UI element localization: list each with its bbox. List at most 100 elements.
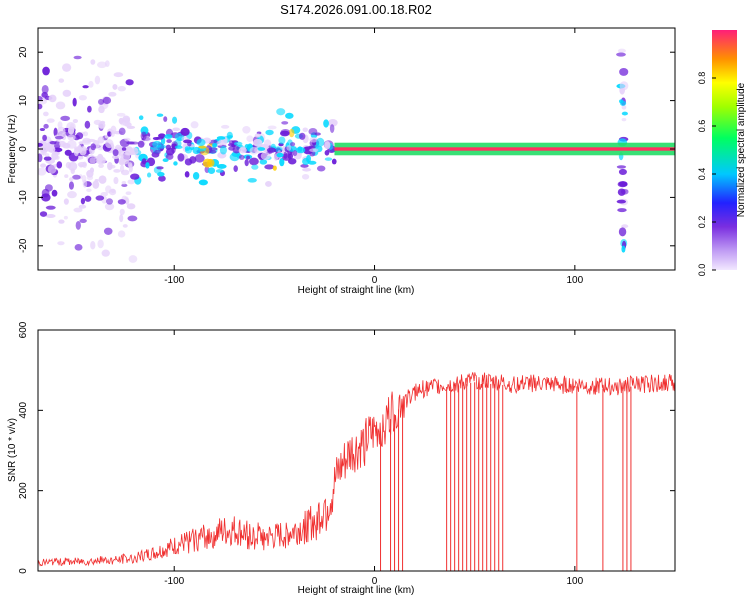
spectrogram-cell <box>52 147 63 153</box>
spectrogram-cell <box>72 118 79 124</box>
spectrogram-cell <box>96 61 107 69</box>
spectrogram-cell <box>67 134 76 141</box>
spectrogram-x-label: Height of straight line (km) <box>298 285 415 296</box>
spectrogram-cell <box>172 127 181 132</box>
spectrogram-cell <box>192 146 201 155</box>
spectrogram-cell <box>208 147 218 151</box>
spectrogram-cell <box>112 149 119 157</box>
spectrogram-cell <box>103 227 113 235</box>
spectrogram-cell <box>127 215 138 222</box>
spectrogram-cell <box>120 169 130 176</box>
spectrogram-cell <box>198 179 208 186</box>
spectrogram-cell <box>90 241 96 250</box>
spectrogram-cell <box>122 224 128 228</box>
spectrogram-cell <box>72 174 81 180</box>
spectrogram-cell <box>58 219 65 224</box>
spectrogram-cell <box>64 149 72 156</box>
spectrogram-y-tick-label: -20 <box>18 238 29 253</box>
spectrogram-cell <box>121 183 128 187</box>
spectrogram-cell <box>81 175 87 184</box>
spectrogram-cell <box>286 145 292 151</box>
spectrogram-cell <box>126 203 136 210</box>
spectrogram-cell <box>145 162 150 169</box>
colorbar-tick-label: 0.4 <box>697 168 707 181</box>
spectrogram-cell <box>100 192 109 197</box>
spectrogram-cell <box>56 161 63 169</box>
spectrogram-cell <box>58 78 65 83</box>
spectrogram-cell <box>105 139 114 149</box>
spectrogram-cell <box>96 156 106 165</box>
spectrogram-cell <box>84 120 91 129</box>
spectrogram-cell <box>618 168 627 175</box>
spectrogram-cell <box>156 166 164 170</box>
spectrogram-cell <box>90 59 96 65</box>
spectrogram-cell <box>616 199 626 204</box>
spectrogram-cell <box>279 158 285 167</box>
spectrogram-cell <box>618 181 628 187</box>
chart-title: S174.2026.091.00.18.R02 <box>280 2 432 17</box>
spectrogram-cell <box>40 163 47 168</box>
spectrogram-cell <box>190 121 199 129</box>
spectrogram-cell <box>119 208 125 216</box>
spectrogram-cell <box>60 115 71 121</box>
spectrogram-cell <box>70 168 75 174</box>
snr-x-tick-label: -100 <box>164 576 184 587</box>
spectrogram-cell <box>79 218 87 223</box>
spectrogram-cell <box>111 155 120 160</box>
spectrogram-cell <box>309 137 318 143</box>
spectrogram-cell <box>78 94 87 101</box>
spectrogram-cell <box>93 119 102 125</box>
spectrogram-cell <box>264 164 275 170</box>
spectrogram-cell <box>44 153 50 157</box>
spectrogram-cell <box>621 111 628 116</box>
spectrogram-cell <box>86 169 94 178</box>
spectrogram-cell <box>82 161 87 169</box>
spectrogram-cell <box>300 164 309 168</box>
spectrogram-cell <box>57 241 65 246</box>
spectrogram-cell <box>89 157 96 164</box>
spectrogram-cell <box>74 146 84 152</box>
spectrogram-cell <box>43 156 52 161</box>
spectrogram-cell <box>165 144 172 151</box>
spectrogram-cell <box>180 127 190 136</box>
colorbar-gradient <box>712 30 737 270</box>
spectrogram-cell <box>73 55 82 60</box>
spectrogram-cell <box>121 147 127 151</box>
spectrogram-cell <box>265 129 274 136</box>
spectrogram-cell <box>98 163 104 169</box>
spectrogram-cell <box>110 188 116 194</box>
spectrogram-cell <box>285 112 294 119</box>
spectrogram-cell <box>42 66 50 76</box>
spectrogram-cell <box>88 80 94 88</box>
spectrogram-cell <box>125 191 132 195</box>
spectrogram-cell <box>38 103 43 110</box>
spectrogram-cell <box>227 135 233 139</box>
spectrogram-cell <box>104 203 115 211</box>
spectrogram-cell <box>63 198 69 205</box>
spectrogram-cell <box>174 145 183 150</box>
spectrogram-cell <box>118 117 124 125</box>
spectrogram-cell <box>138 115 144 121</box>
spectrogram-cell <box>617 48 626 53</box>
spectrogram-cell <box>248 157 259 166</box>
spectrogram-cell <box>216 136 226 140</box>
spectrogram-cell <box>68 177 74 182</box>
spectrogram-cell <box>80 197 86 205</box>
spectrogram-cell <box>95 195 105 201</box>
spectrogram-cell <box>117 85 126 92</box>
spectrogram-cell <box>124 196 129 201</box>
spectrogram-cell <box>276 108 286 116</box>
spectrogram-cell <box>117 199 126 205</box>
spectrogram-cell <box>39 151 45 155</box>
spectrogram-cell <box>288 128 295 138</box>
spectrogram-cell <box>184 171 190 178</box>
spectrogram-cell <box>233 141 243 146</box>
spectrogram-cell <box>212 143 218 148</box>
spectrogram-cell <box>97 239 104 249</box>
spectrogram-cell <box>66 140 77 149</box>
spectrogram-cell <box>78 141 84 145</box>
colorbar-axes: 0.0 0.2 0.4 0.6 0.8 <box>697 72 716 276</box>
spectrogram-cell <box>260 152 271 161</box>
